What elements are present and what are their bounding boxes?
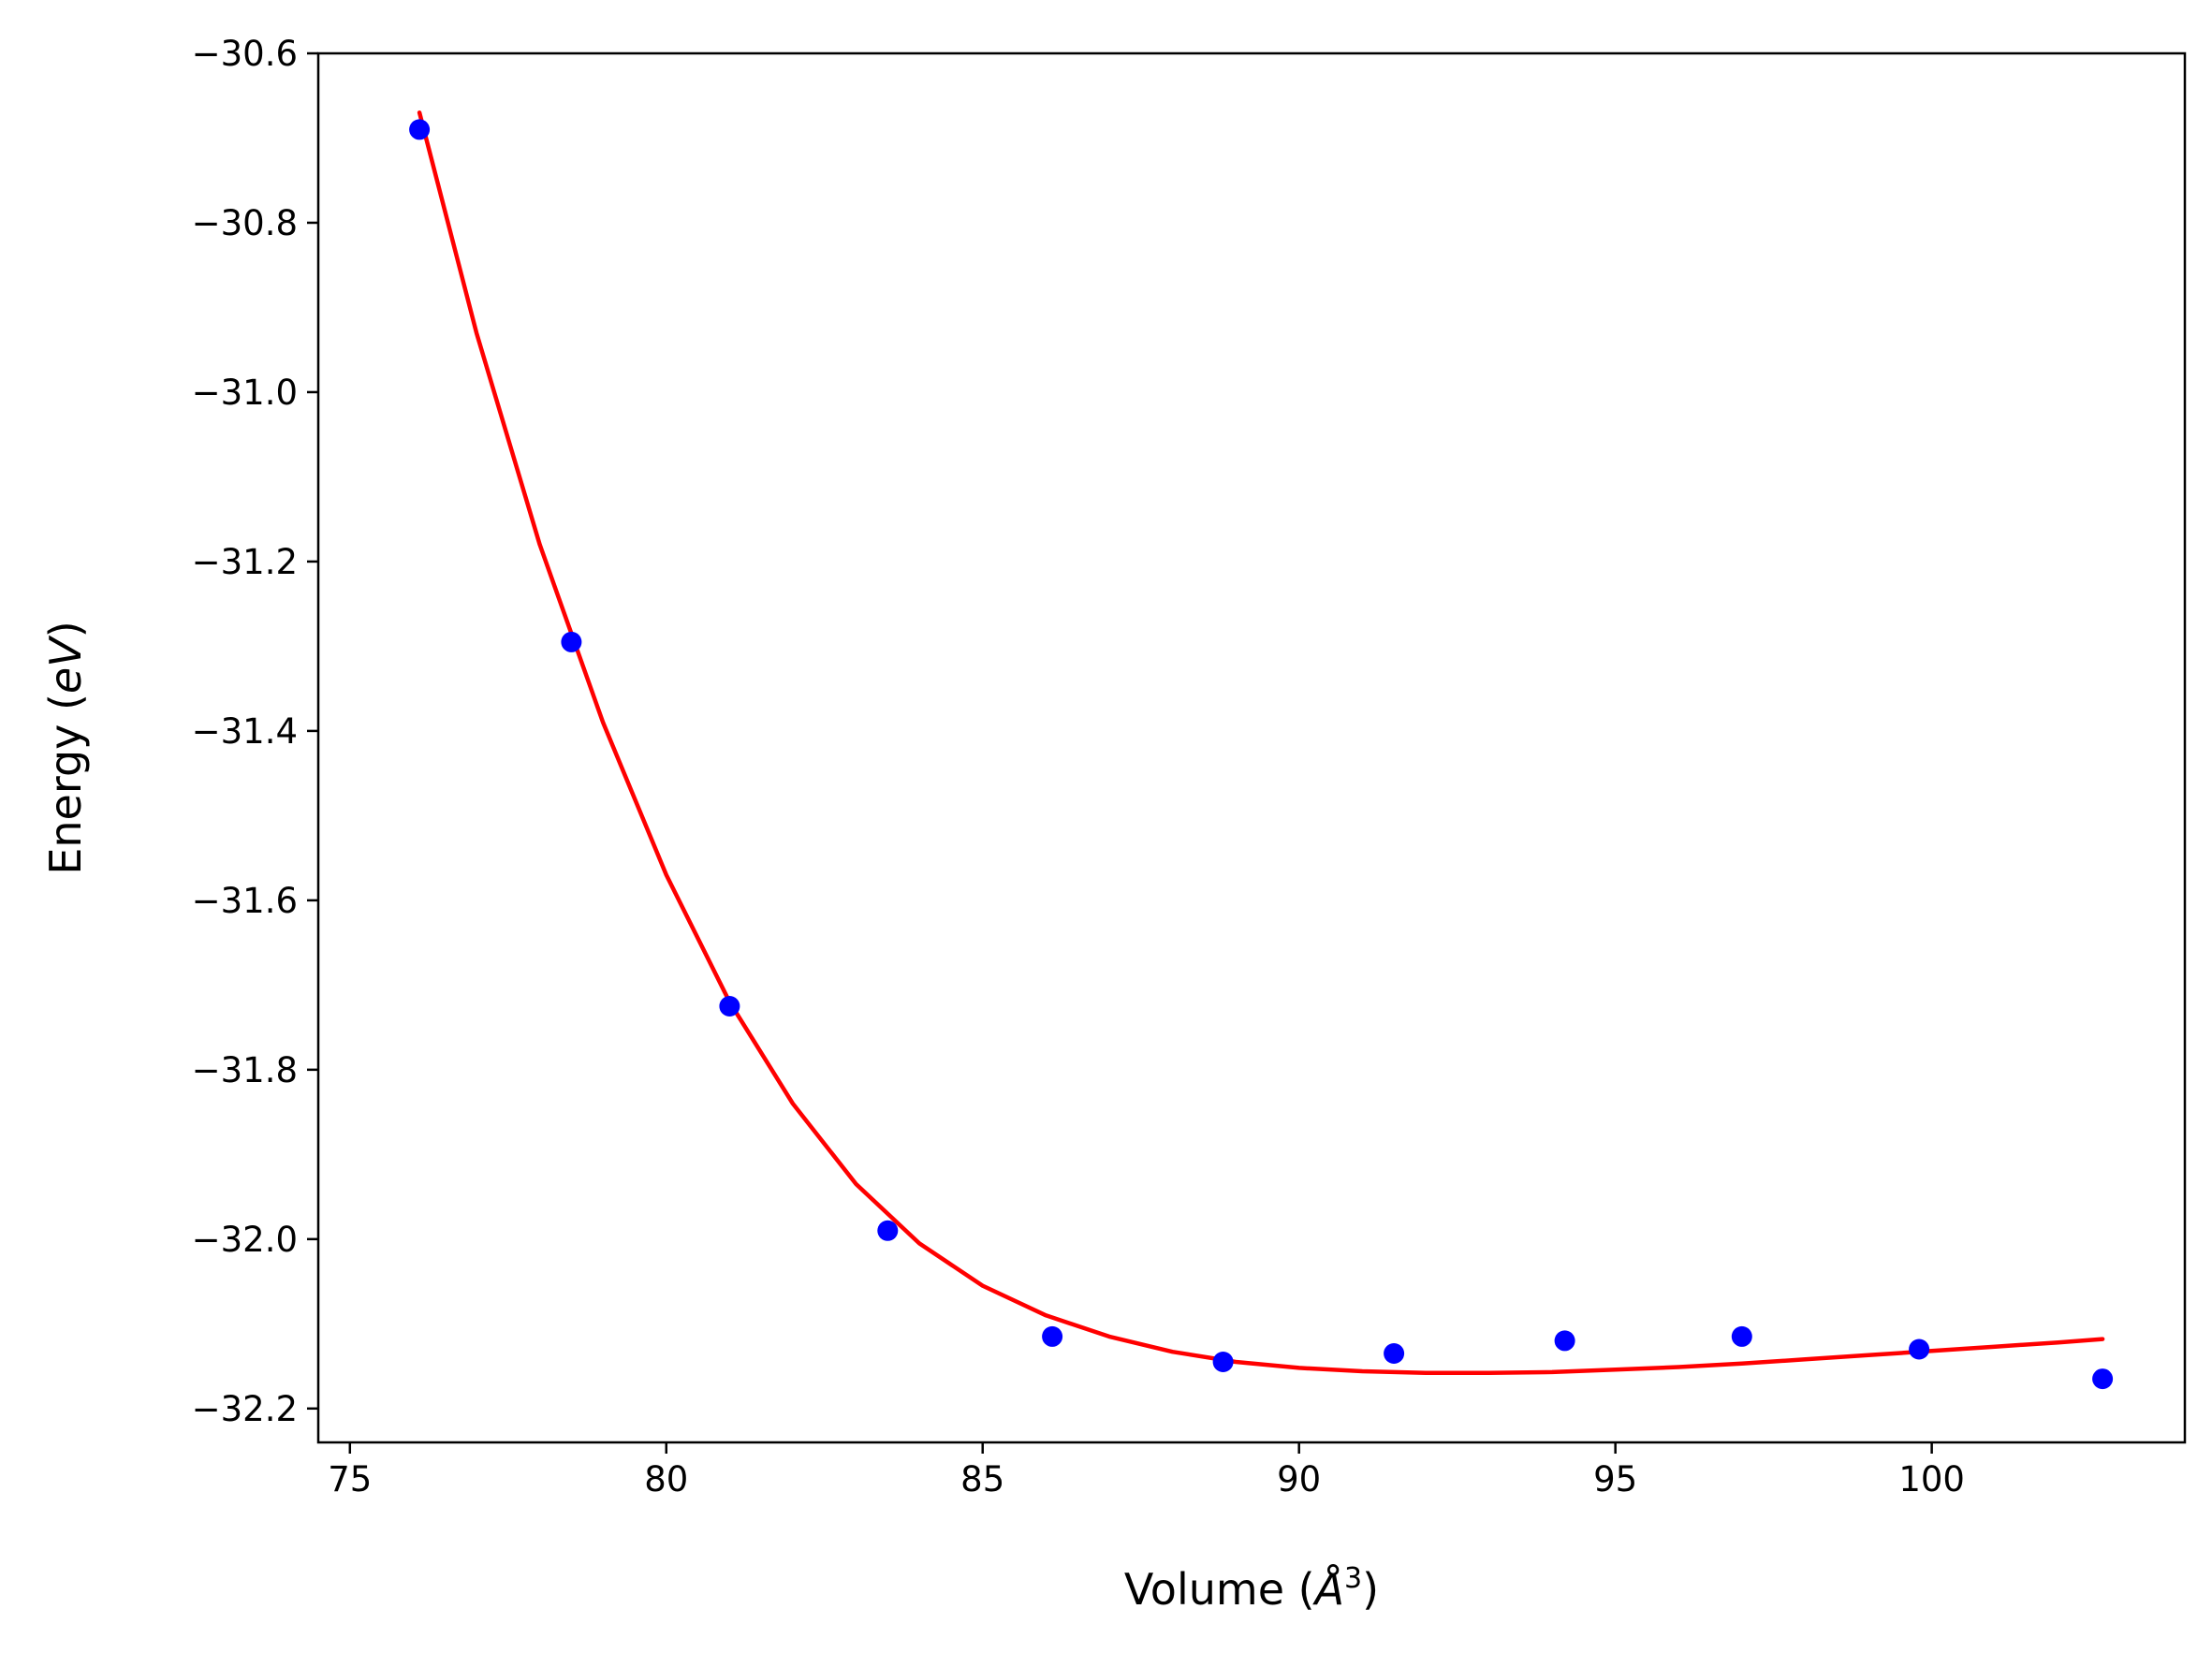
y-tick-label: −32.0 [192,1220,298,1260]
data-point [2092,1368,2114,1390]
data-point [877,1220,899,1241]
x-tick-label: 100 [1898,1459,1965,1499]
data-point [1384,1343,1405,1364]
y-tick-label: −31.4 [192,711,298,752]
y-axis-label: Energy (eV) [40,621,91,874]
y-tick-label: −32.2 [192,1389,298,1429]
y-axis-label-unit: eV [40,635,91,694]
data-point [1212,1352,1234,1372]
x-tick-label: 85 [960,1459,1004,1499]
data-point [719,996,740,1017]
x-axis-label-unit: Å [1312,1564,1344,1615]
data-point [1909,1338,1930,1360]
y-axis-label-close: ) [40,621,91,637]
y-axis-label-text: Energy ( [40,694,91,875]
x-axis: 75 80 85 90 95 100 [328,1442,1965,1499]
data-point [1042,1325,1063,1347]
x-axis-label: Volume (Å3) [1124,1562,1379,1615]
y-tick-label: −31.8 [192,1050,298,1090]
x-tick-label: 75 [328,1459,372,1499]
data-point [1554,1330,1575,1352]
x-tick-label: 95 [1593,1459,1637,1499]
y-tick-label: −30.6 [192,34,298,74]
x-axis-label-text: Volume ( [1124,1564,1315,1615]
x-tick-label: 90 [1277,1459,1321,1499]
y-tick-label: −30.8 [192,203,298,243]
x-axis-label-power: 3 [1344,1562,1362,1595]
data-point [561,631,582,652]
y-axis: −30.6 −30.8 −31.0 −31.2 −31.4 −31.6 −31.8 −32.0… [192,34,318,1429]
fit-curve-line [417,110,2105,1376]
y-tick-label: −31.2 [192,542,298,582]
data-point [1731,1325,1752,1347]
data-point [409,119,431,140]
y-tick-label: −31.0 [192,373,298,413]
y-tick-label: −31.6 [192,881,298,921]
x-tick-label: 80 [644,1459,688,1499]
plot-frame [316,51,2187,1444]
plot-layer [409,110,2114,1390]
x-axis-label-close: ) [1362,1564,1379,1615]
